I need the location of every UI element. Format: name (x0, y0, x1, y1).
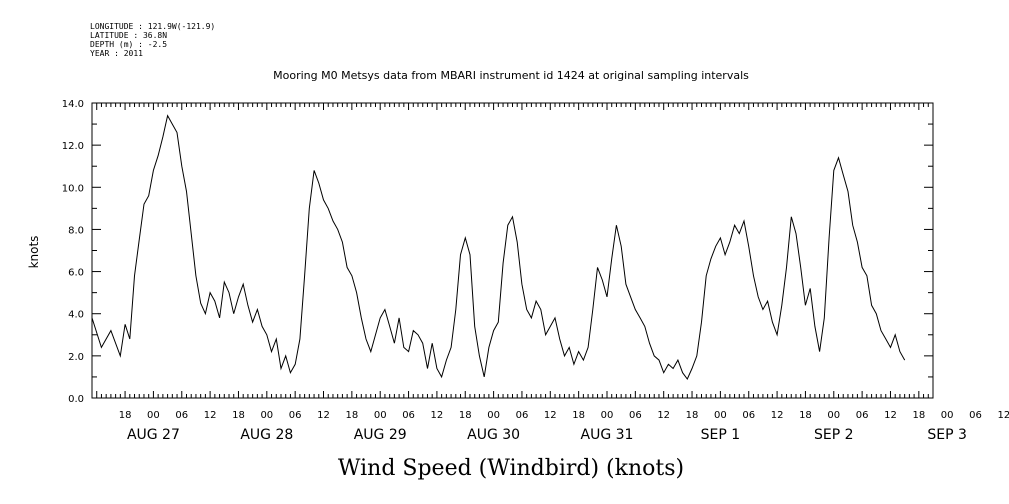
x-hour-label: 06 (289, 410, 302, 421)
x-hour-label: 00 (714, 410, 727, 421)
x-day-label: SEP 2 (814, 427, 854, 443)
x-hour-label: 06 (402, 410, 415, 421)
x-hour-label: 18 (232, 410, 245, 421)
x-hour-label: 00 (487, 410, 500, 421)
y-tick-label: 10.0 (62, 183, 84, 194)
wind-speed-series-line (91, 114, 906, 380)
latitude-text: LATITUDE : 36.8N (90, 31, 168, 40)
x-hour-label: 00 (601, 410, 614, 421)
y-tick-label: 8.0 (68, 225, 84, 236)
x-hour-label: 06 (516, 410, 529, 421)
x-hour-label: 12 (657, 410, 670, 421)
x-day-label: AUG 29 (354, 427, 407, 443)
x-hour-label: 00 (827, 410, 840, 421)
x-day-label: SEP 3 (927, 427, 967, 443)
metadata-block: LONGITUDE : 121.9W(-121.9) LATITUDE : 36… (90, 22, 215, 58)
longitude-text: LONGITUDE : 121.9W(-121.9) (90, 22, 216, 31)
x-hour-label: 12 (317, 410, 330, 421)
x-day-label: SEP 1 (701, 427, 741, 443)
x-hour-label: 06 (629, 410, 642, 421)
x-day-label: AUG 31 (581, 427, 634, 443)
x-hour-label: 12 (884, 410, 897, 421)
x-hour-label: 12 (544, 410, 557, 421)
x-hour-label: 18 (459, 410, 472, 421)
plot-frame (91, 102, 934, 399)
x-hour-label: 00 (147, 410, 160, 421)
x-hour-label: 12 (998, 410, 1009, 421)
x-hour-label: 00 (260, 410, 273, 421)
x-hour-label: 00 (374, 410, 387, 421)
x-hour-label: 06 (742, 410, 755, 421)
x-day-label: AUG 30 (467, 427, 520, 443)
x-hour-label: 06 (856, 410, 869, 421)
y-tick-label: 2.0 (68, 352, 84, 363)
chart-title: Mooring M0 Metsys data from MBARI instru… (273, 69, 749, 82)
x-axis-label: Wind Speed (Windbird) (knots) (338, 456, 684, 481)
x-hour-label: 06 (175, 410, 188, 421)
x-hour-label: 12 (204, 410, 217, 421)
x-hour-label: 18 (345, 410, 358, 421)
x-hour-label: 18 (912, 410, 925, 421)
y-tick-label: 12.0 (62, 141, 84, 152)
year-text: YEAR : 2011 (90, 49, 143, 58)
x-hour-label: 06 (969, 410, 982, 421)
x-axis: 18 00 06 12 18 00 06 12 18 00 06 12 18 00 06 12 18 00 06 12… (91, 103, 1009, 443)
x-hour-label: 18 (119, 410, 132, 421)
y-axis: 0.0 2.0 4.0 6.0 8.0 10.0 12.0 14.0 (62, 99, 933, 405)
x-hour-label: 18 (686, 410, 699, 421)
depth-text: DEPTH (m) : -2.5 (90, 40, 168, 49)
y-tick-label: 4.0 (68, 310, 84, 321)
y-tick-label: 6.0 (68, 268, 84, 279)
x-hour-label: 12 (431, 410, 444, 421)
y-tick-label: 0.0 (68, 394, 84, 405)
x-day-label: AUG 27 (127, 427, 180, 443)
x-hour-label: 18 (799, 410, 812, 421)
y-tick-label: 14.0 (62, 99, 84, 110)
x-day-label: AUG 28 (240, 427, 293, 443)
x-hour-label: 12 (771, 410, 784, 421)
x-hour-label: 00 (941, 410, 954, 421)
y-axis-label: knots (27, 236, 41, 269)
x-hour-label: 18 (572, 410, 585, 421)
